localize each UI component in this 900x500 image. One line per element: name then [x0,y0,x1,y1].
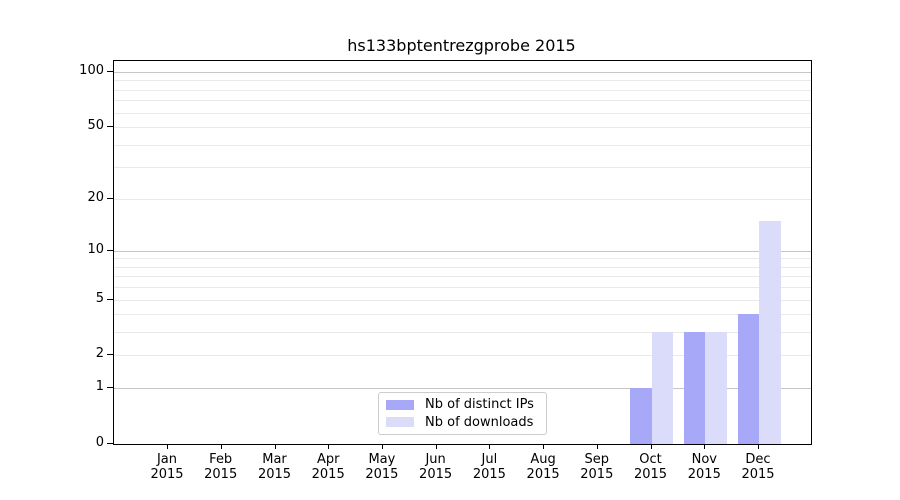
x-tick [328,444,330,449]
x-tick-label: Apr 2015 [296,452,360,482]
x-tick-label: Aug 2015 [511,452,575,482]
x-tick-month: Jan [156,452,178,467]
x-tick-month: Apr [316,452,340,467]
bar-downloads [759,220,781,444]
major-gridline [114,388,811,390]
minor-gridline [114,127,811,129]
x-tick-year: 2015 [526,467,560,482]
minor-gridline [114,314,811,316]
legend-item-distinct-ips: Nb of distinct IPs [386,397,538,412]
minor-gridline [114,100,811,102]
x-tick-month: May [368,452,396,467]
x-tick [167,444,168,449]
x-tick [489,444,491,449]
x-tick [381,444,383,449]
x-tick-year: 2015 [580,467,614,482]
x-tick-month: Oct [639,452,662,467]
x-tick-label: Jul 2015 [457,452,521,482]
x-tick-year: 2015 [472,467,506,482]
minor-gridline [114,332,811,334]
major-gridline [114,250,811,252]
y-tick-label: 0 [95,435,104,450]
minor-gridline [114,266,811,268]
bar-distinct-ips [630,388,652,444]
x-tick [596,444,598,449]
bar-downloads [651,332,673,444]
x-tick-label: Jun 2015 [404,452,468,482]
bar-downloads [705,332,727,444]
x-tick-month: Feb [209,452,233,467]
y-tick-label: 5 [95,290,104,306]
y-tick [107,298,113,300]
x-tick-year: 2015 [311,467,345,482]
minor-gridline [114,258,811,260]
x-tick-month: Mar [262,452,287,467]
x-tick-label: Sep 2015 [565,452,629,482]
legend-swatch-distinct-ips [386,399,414,410]
major-gridline [114,72,811,73]
x-tick-month: Nov [691,452,717,467]
minor-gridline [114,112,811,114]
x-tick [704,444,706,449]
y-tick-label: 100 [79,63,104,78]
minor-gridline [114,167,811,169]
y-tick [107,126,113,128]
y-tick [107,354,113,356]
x-tick-year: 2015 [741,467,775,482]
x-tick-label: Feb 2015 [189,452,253,482]
x-tick [220,444,222,449]
y-tick-label: 2 [95,346,104,362]
x-tick [543,444,545,449]
y-tick [107,71,113,72]
x-tick-label: Oct 2015 [619,452,683,482]
x-tick-label: May 2015 [350,452,414,482]
minor-gridline [114,144,811,146]
x-tick [758,444,759,449]
x-tick-year: 2015 [633,467,668,482]
x-tick [435,444,437,449]
minor-gridline [114,80,811,82]
y-tick [107,443,113,444]
y-tick [107,249,113,251]
x-tick-year: 2015 [150,467,184,482]
x-tick-month: Sep [584,452,610,467]
y-tick-label: 50 [87,118,104,134]
x-tick [650,444,652,449]
legend: Nb of distinct IPs Nb of downloads [378,392,547,435]
x-tick-month: Aug [530,452,556,467]
legend-item-downloads: Nb of downloads [386,415,538,430]
y-tick-label: 10 [87,241,104,257]
x-tick-year: 2015 [419,467,453,482]
y-tick [107,197,113,199]
x-tick-month: Dec [745,452,771,467]
y-tick [107,387,113,389]
x-tick-month: Jun [425,452,446,467]
x-tick-label: Mar 2015 [243,452,307,482]
x-tick-month: Jul [481,452,498,467]
x-tick-year: 2015 [687,467,721,482]
minor-gridline [114,276,811,278]
legend-swatch-downloads [386,417,414,428]
x-tick-year: 2015 [257,467,292,482]
minor-gridline [114,287,811,289]
chart-title: hs133bptentrezgprobe 2015 [347,36,576,55]
minor-gridline [114,299,811,301]
minor-gridline [114,198,811,200]
x-tick-year: 2015 [204,467,238,482]
y-tick-label: 1 [95,379,104,395]
legend-label-distinct-ips: Nb of distinct IPs [425,397,534,413]
minor-gridline [114,89,811,91]
plot-area [113,60,812,445]
x-tick-label: Jan 2015 [135,452,199,482]
x-tick-label: Nov 2015 [672,452,736,482]
x-tick-label: Dec 2015 [726,452,790,482]
bar-distinct-ips [737,314,759,444]
minor-gridline [114,355,811,357]
legend-label-downloads: Nb of downloads [425,414,534,430]
x-tick [274,444,276,449]
bar-distinct-ips [683,332,706,444]
y-tick-label: 20 [87,189,104,205]
x-tick-year: 2015 [365,467,399,482]
